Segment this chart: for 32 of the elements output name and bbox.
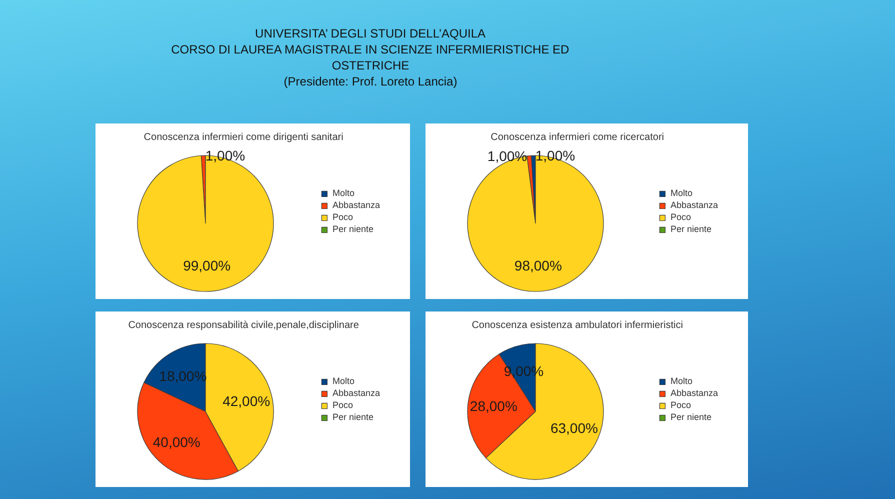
data-label: 98,00% bbox=[514, 258, 562, 274]
text: UNIVERSITA’ DEGLI STUDI DELL’AQUILA bbox=[255, 26, 486, 40]
legend-label: Poco bbox=[670, 400, 691, 410]
data-label: 1,00% bbox=[535, 148, 576, 164]
legend-label: Poco bbox=[332, 400, 353, 410]
legend-label: Molto bbox=[332, 188, 354, 198]
text: CORSO DI LAUREA MAGISTRALE IN SCIENZE INFERMIERISTICHE ED OSTETRICHE bbox=[171, 42, 570, 72]
chart-title: Conoscenza responsabilità civile,penale,disciplinare bbox=[128, 320, 360, 331]
data-label: 99,00% bbox=[183, 258, 231, 274]
legend-label: Abbastanza bbox=[670, 388, 718, 398]
chart-title: Conoscenza infermieri come dirigenti sanitari bbox=[144, 132, 344, 143]
legend-label: Abbastanza bbox=[332, 200, 380, 210]
data-label: 28,00% bbox=[470, 398, 518, 414]
chart-title: Conoscenza infermieri come ricercatori bbox=[490, 132, 664, 143]
legend-label: Per niente bbox=[670, 412, 712, 422]
text: (Presidente: Prof. Loreto Lancia) bbox=[284, 74, 458, 88]
legend-label: Per niente bbox=[332, 412, 374, 422]
legend-label: Poco bbox=[670, 212, 691, 222]
data-label: 40,00% bbox=[152, 434, 200, 450]
chart-title: Conoscenza esistenza ambulatori infermieristici bbox=[472, 320, 683, 331]
legend-label: Molto bbox=[670, 188, 692, 198]
legend-label: Poco bbox=[332, 212, 353, 222]
legend-label: Molto bbox=[670, 376, 692, 386]
data-label: 1,00% bbox=[487, 148, 528, 164]
legend-label: Abbastanza bbox=[670, 200, 718, 210]
data-label: 1,00% bbox=[205, 148, 246, 164]
legend-label: Per niente bbox=[332, 224, 374, 234]
data-label: 42,00% bbox=[222, 393, 270, 410]
data-label: 63,00% bbox=[550, 420, 598, 436]
legend-label: Molto bbox=[332, 376, 354, 386]
legend-label: Per niente bbox=[670, 224, 712, 234]
legend-label: Abbastanza bbox=[332, 388, 380, 398]
